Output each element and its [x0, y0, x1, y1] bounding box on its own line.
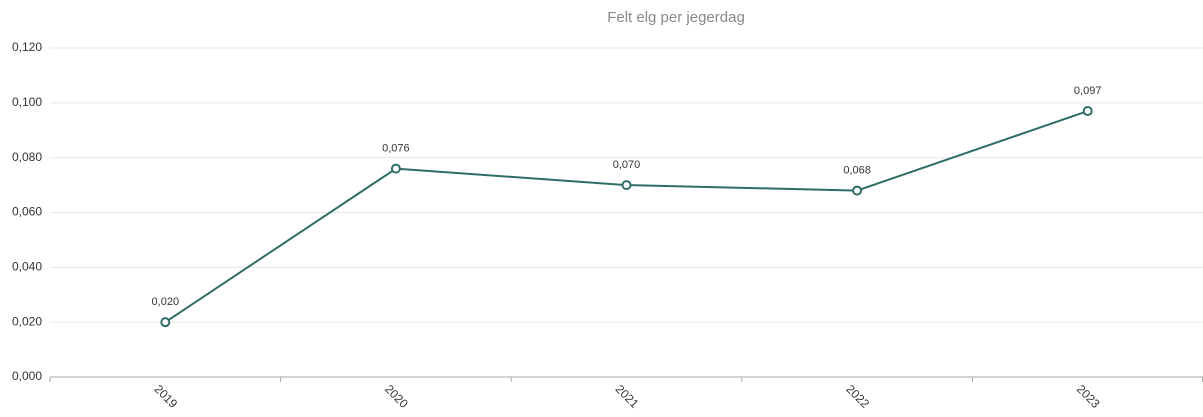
- line: [164, 110, 1089, 323]
- x-tick-label: 2023: [1074, 382, 1103, 411]
- point: [390, 163, 401, 174]
- data-label: 0,076: [382, 143, 410, 155]
- y-tick-label: 0,000: [12, 369, 42, 383]
- x-tick-label: 2022: [843, 382, 872, 411]
- y-tick-label: 0,020: [12, 314, 42, 328]
- x-tick-label: 2020: [382, 382, 411, 411]
- data-label: 0,020: [152, 296, 180, 308]
- data-label: 0,070: [613, 159, 641, 171]
- point: [1082, 106, 1093, 117]
- x-tick-label: 2019: [151, 382, 180, 411]
- data-label: 0,068: [843, 164, 871, 176]
- point: [160, 317, 171, 328]
- x-tick-label: 2021: [613, 382, 642, 411]
- y-tick-label: 0,080: [12, 150, 42, 164]
- y-tick-label: 0,040: [12, 260, 42, 274]
- y-tick-label: 0,120: [12, 40, 42, 54]
- point: [852, 185, 863, 196]
- y-tick-label: 0,100: [12, 95, 42, 109]
- point: [621, 180, 632, 191]
- y-tick-label: 0,060: [12, 205, 42, 219]
- chart-title: Felt elg per jegerdag: [607, 9, 745, 26]
- data-label: 0,097: [1074, 85, 1102, 97]
